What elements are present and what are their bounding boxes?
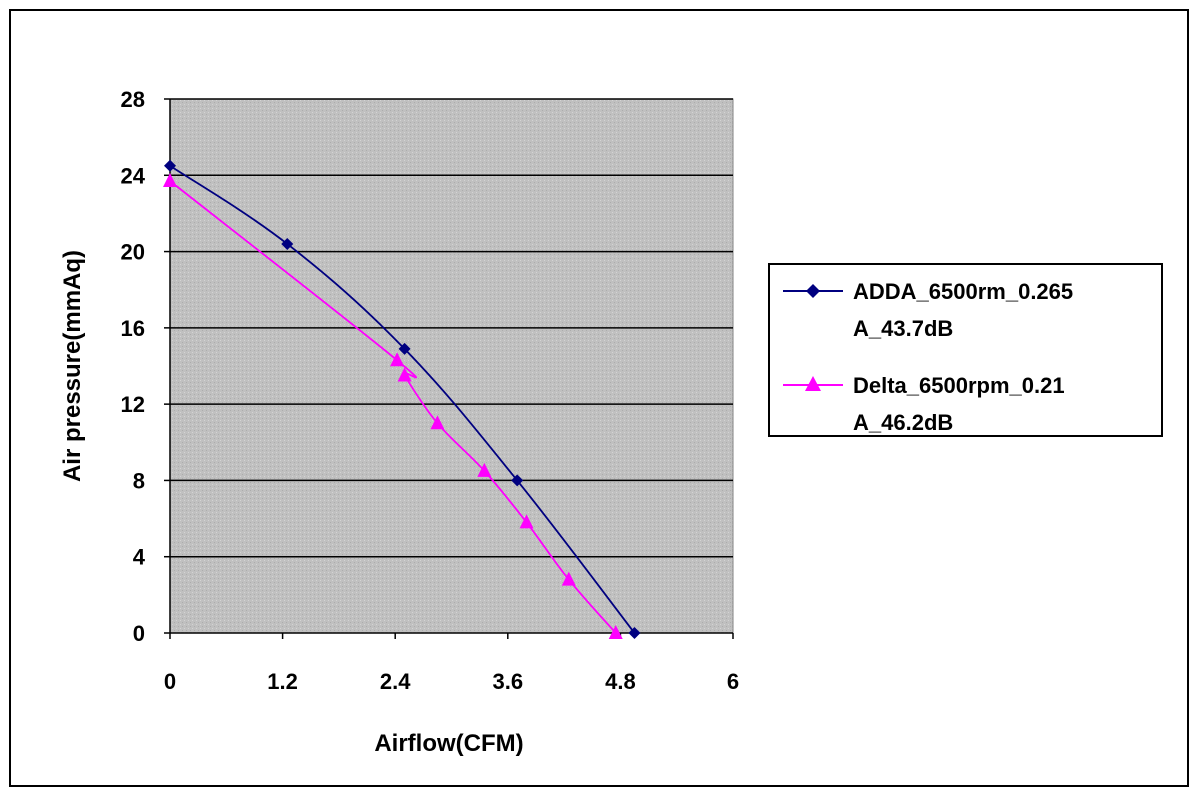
series-0-point-2 [398, 342, 411, 355]
x-tick-label-2: 2.4 [380, 669, 411, 694]
series-layer [163, 159, 641, 639]
legend-marker-adda [806, 284, 820, 298]
plot-area [169, 98, 734, 634]
y-tick-label-7: 28 [121, 87, 145, 112]
x-axis-title: Airflow(CFM) [374, 730, 523, 757]
series-0 [164, 159, 641, 639]
y-tick-labels: 0 4 8 12 16 20 24 28 [121, 87, 170, 646]
legend-marker-delta [805, 376, 821, 391]
x-tick-label-4: 4.8 [605, 669, 636, 694]
series-0-point-3 [511, 474, 524, 487]
series-line-0 [169, 165, 636, 634]
legend: ADDA_6500rm_0.265 A_43.7dB Delta_6500rpm… [768, 263, 1163, 437]
series-1-point-1 [390, 352, 405, 367]
x-tick-label-1: 1.2 [267, 669, 298, 694]
y-tick-label-1: 4 [133, 545, 146, 570]
series-1 [163, 173, 623, 639]
legend-entry-delta: Delta_6500rpm_0.21 A_46.2dB [783, 373, 1065, 435]
series-1-point-6 [561, 571, 576, 586]
series-0-point-4 [628, 627, 641, 639]
legend-box [768, 263, 1163, 437]
legend-label-delta-line2: A_46.2dB [853, 410, 953, 435]
series-0-point-1 [281, 237, 294, 250]
x-tick-label-0: 0 [164, 669, 176, 694]
x-tick-label-5: 6 [727, 669, 739, 694]
x-tick-label-3: 3.6 [493, 669, 524, 694]
legend-label-adda-line1: ADDA_6500rm_0.265 [853, 279, 1073, 304]
legend-label-delta-line1: Delta_6500rpm_0.21 [853, 373, 1065, 398]
series-1-point-2 [397, 367, 412, 382]
series-1-point-3 [430, 415, 445, 430]
legend-entry-adda: ADDA_6500rm_0.265 A_43.7dB [783, 279, 1073, 341]
y-tick-label-5: 20 [121, 240, 145, 265]
y-tick-label-3: 12 [121, 392, 145, 417]
y-tick-label-0: 0 [133, 621, 145, 646]
series-1-point-4 [477, 462, 492, 477]
y-axis-title: Air pressure(mmAq) [59, 250, 86, 482]
y-tick-label-6: 24 [121, 163, 146, 188]
series-1-point-5 [519, 514, 534, 529]
y-tick-label-4: 16 [121, 316, 145, 341]
gridlines [170, 98, 733, 558]
series-1-point-7 [608, 625, 623, 639]
series-0-point-0 [164, 159, 176, 172]
x-tick-labels: 0 1.2 2.4 3.6 4.8 6 [164, 633, 739, 694]
y-tick-label-2: 8 [133, 468, 145, 493]
series-1-point-0 [163, 173, 177, 188]
legend-label-adda-line2: A_43.7dB [853, 316, 953, 341]
